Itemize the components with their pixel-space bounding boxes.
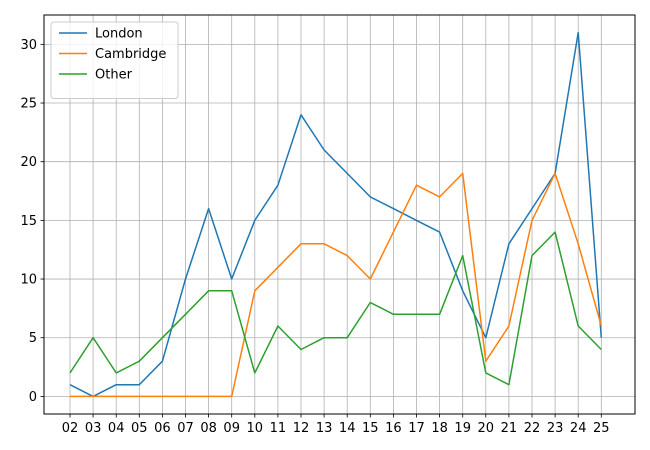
plot-frame <box>43 14 636 415</box>
y-axis-ticks: 0 5 10 15 20 25 30 <box>20 38 44 405</box>
x-tick-label: 18 <box>431 421 448 436</box>
x-tick-label: 07 <box>177 421 194 436</box>
x-tick-label: 19 <box>454 421 471 436</box>
legend-label-london: London <box>95 27 143 42</box>
y-tick-label: 0 <box>29 390 37 405</box>
x-tick-label: 15 <box>362 421 379 436</box>
x-tick-label: 03 <box>85 421 102 436</box>
y-tick-label: 15 <box>20 214 37 229</box>
x-tick-label: 09 <box>223 421 240 436</box>
x-tick-label: 12 <box>293 421 310 436</box>
x-tick-label: 13 <box>316 421 333 436</box>
series-line-other <box>69 231 602 386</box>
x-tick-label: 10 <box>247 421 264 436</box>
legend: London Cambridge Other <box>50 21 179 99</box>
y-tick-label: 20 <box>20 155 37 170</box>
x-tick-label: 23 <box>547 421 564 436</box>
x-tick-label: 16 <box>385 421 402 436</box>
x-axis-ticks: 02 03 04 05 06 07 08 09 10 11 12 13 14 15 16 17 18 19 20 21… <box>62 414 610 436</box>
legend-label-cambridge: Cambridge <box>95 47 166 62</box>
x-tick-label: 17 <box>408 421 425 436</box>
x-tick-label: 20 <box>478 421 495 436</box>
x-tick-label: 06 <box>154 421 171 436</box>
legend-label-other: Other <box>95 68 133 83</box>
y-tick-label: 5 <box>29 331 37 346</box>
y-tick-label: 30 <box>20 38 37 53</box>
x-tick-label: 21 <box>501 421 518 436</box>
series-line-cambridge <box>70 172 603 398</box>
x-tick-label: 25 <box>593 421 610 436</box>
y-tick-label: 25 <box>20 97 37 112</box>
x-tick-label: 24 <box>570 421 587 436</box>
x-tick-label: 14 <box>339 421 356 436</box>
x-tick-label: 11 <box>270 421 287 436</box>
y-tick-label: 10 <box>20 273 37 288</box>
series-lines <box>69 31 603 398</box>
x-tick-label: 02 <box>62 421 79 436</box>
x-tick-label: 04 <box>108 421 125 436</box>
legend-box <box>50 21 179 99</box>
grid <box>44 15 635 414</box>
x-tick-label: 05 <box>131 421 148 436</box>
x-tick-label: 08 <box>200 421 217 436</box>
x-tick-label: 22 <box>524 421 541 436</box>
series-line-london <box>69 31 603 398</box>
